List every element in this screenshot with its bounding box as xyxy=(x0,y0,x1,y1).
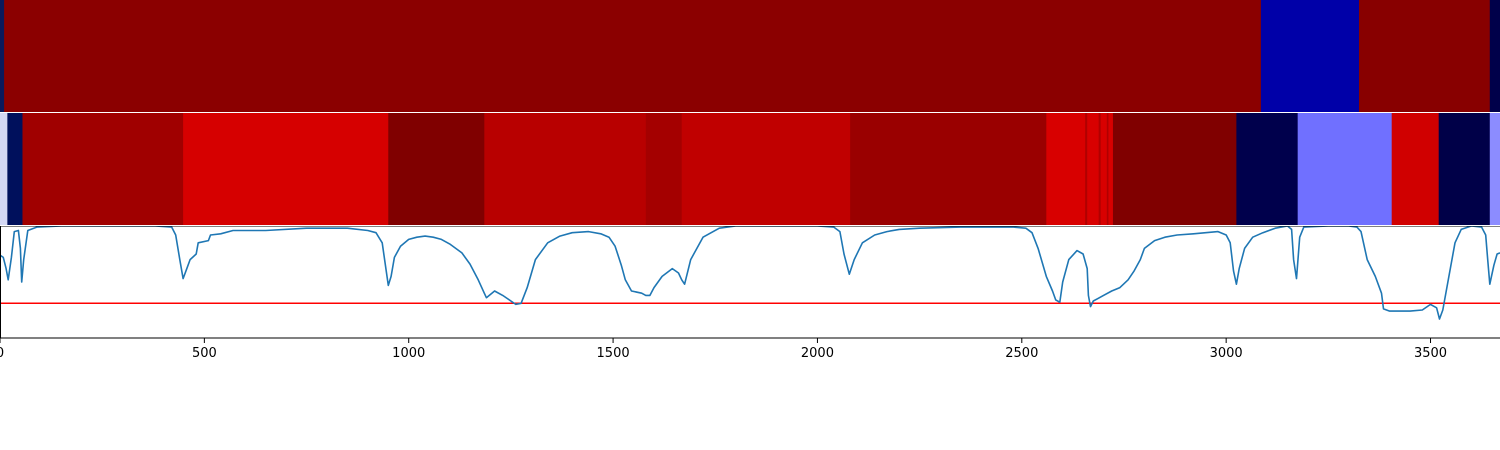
segment-bottom xyxy=(22,113,184,225)
segment-bottom xyxy=(7,113,23,225)
x-tick-label: 3000 xyxy=(1210,346,1243,361)
line-plot-panel xyxy=(0,225,1500,339)
x-tick-label: 2000 xyxy=(801,346,834,361)
segment-bottom xyxy=(1098,113,1102,225)
segment-bottom xyxy=(1100,113,1108,225)
segment-top xyxy=(4,0,1262,112)
x-tick-label: 0 xyxy=(0,346,4,361)
x-tick-label: 1500 xyxy=(597,346,630,361)
segment-bottom xyxy=(645,113,683,225)
x-tick-label: 3500 xyxy=(1414,346,1447,361)
segment-top xyxy=(1358,0,1491,112)
series-line xyxy=(0,225,1500,320)
segment-top xyxy=(0,0,5,112)
segment-bottom xyxy=(1106,113,1109,225)
x-axis: 0 500 1000 1500 2000 2500 3000 3500 xyxy=(0,338,1447,361)
segment-bottom xyxy=(850,113,1047,225)
segment-bottom xyxy=(388,113,485,225)
segment-bar-top xyxy=(0,0,1500,112)
x-tick-label: 500 xyxy=(192,346,217,361)
segment-bottom xyxy=(183,113,389,225)
segment-bottom xyxy=(1112,113,1237,225)
segment-bottom xyxy=(1236,113,1299,225)
segment-bottom xyxy=(1087,113,1100,225)
segment-bottom xyxy=(1046,113,1086,225)
segment-bottom xyxy=(0,113,8,225)
segment-bottom xyxy=(1108,113,1114,225)
x-tick-label: 2500 xyxy=(1005,346,1038,361)
segment-bottom xyxy=(1391,113,1440,225)
segment-bottom xyxy=(1489,113,1500,225)
segment-bottom xyxy=(1085,113,1088,225)
segment-bottom xyxy=(1438,113,1491,225)
plot-frame xyxy=(0,225,1500,339)
x-tick-label: 1000 xyxy=(392,346,425,361)
segment-bottom xyxy=(484,113,647,225)
segment-top xyxy=(1489,0,1500,112)
segment-bottom xyxy=(681,113,851,225)
segment-bar-bottom xyxy=(0,113,1500,225)
segment-top xyxy=(1260,0,1360,112)
segment-bottom xyxy=(1297,113,1393,225)
